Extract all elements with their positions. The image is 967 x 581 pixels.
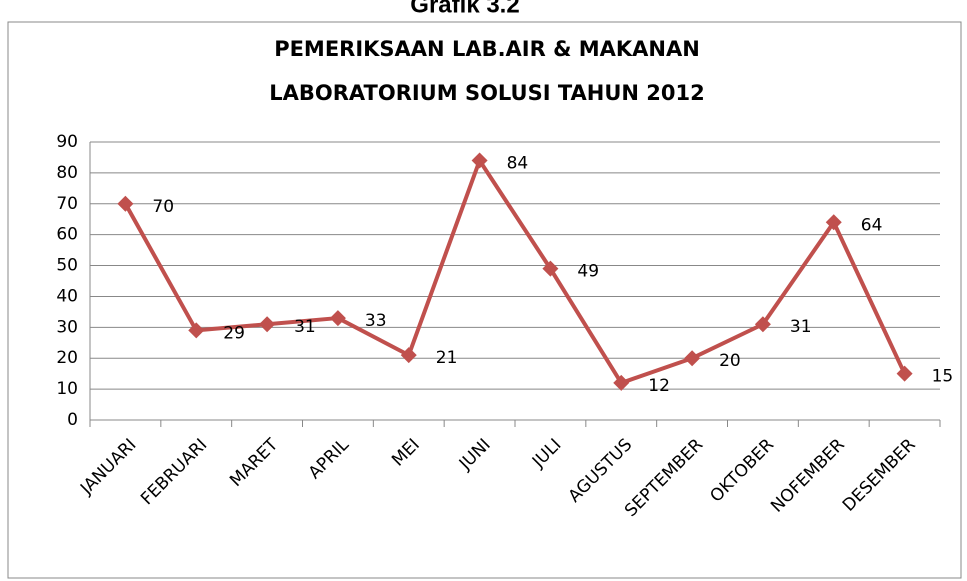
- data-label: 31: [294, 317, 316, 337]
- chart-frame: [7, 21, 962, 579]
- chart-title: PEMERIKSAAN LAB.AIR & MAKANAN: [274, 37, 700, 61]
- y-tick-label: 10: [56, 379, 78, 399]
- marker: [259, 316, 276, 333]
- marker: [117, 195, 134, 212]
- marker: [188, 322, 205, 339]
- data-label: 49: [577, 262, 599, 282]
- heading: Grafik 3.2: [410, 0, 519, 18]
- y-tick-label: 0: [67, 410, 78, 430]
- y-tick-label: 60: [56, 225, 78, 245]
- data-label: 29: [223, 323, 245, 343]
- marker: [400, 347, 417, 364]
- y-tick-label: 20: [56, 348, 78, 368]
- data-label: 70: [152, 197, 174, 217]
- data-label: 20: [719, 351, 741, 371]
- y-tick-label: 40: [56, 286, 78, 306]
- marker: [542, 260, 559, 277]
- marker: [825, 214, 842, 231]
- line: [123, 158, 907, 385]
- marker: [896, 365, 913, 382]
- data-label: 64: [861, 215, 883, 235]
- y-tick-label: 50: [56, 256, 78, 276]
- data-label: 12: [648, 376, 670, 396]
- marker: [684, 350, 701, 367]
- data-label: 31: [790, 317, 812, 337]
- y-tick-label: 70: [56, 194, 78, 214]
- marker: [471, 152, 488, 169]
- data-label: 15: [932, 367, 954, 387]
- marker: [329, 310, 346, 327]
- data-label: 33: [365, 311, 387, 331]
- data-label: 21: [436, 348, 458, 368]
- marker: [613, 374, 630, 391]
- chart-title: LABORATORIUM SOLUSI TAHUN 2012: [269, 81, 705, 105]
- data-label: 84: [507, 154, 529, 174]
- y-tick-label: 90: [56, 132, 78, 152]
- y-tick-label: 30: [56, 317, 78, 337]
- y-tick-label: 80: [56, 163, 78, 183]
- marker: [754, 316, 771, 333]
